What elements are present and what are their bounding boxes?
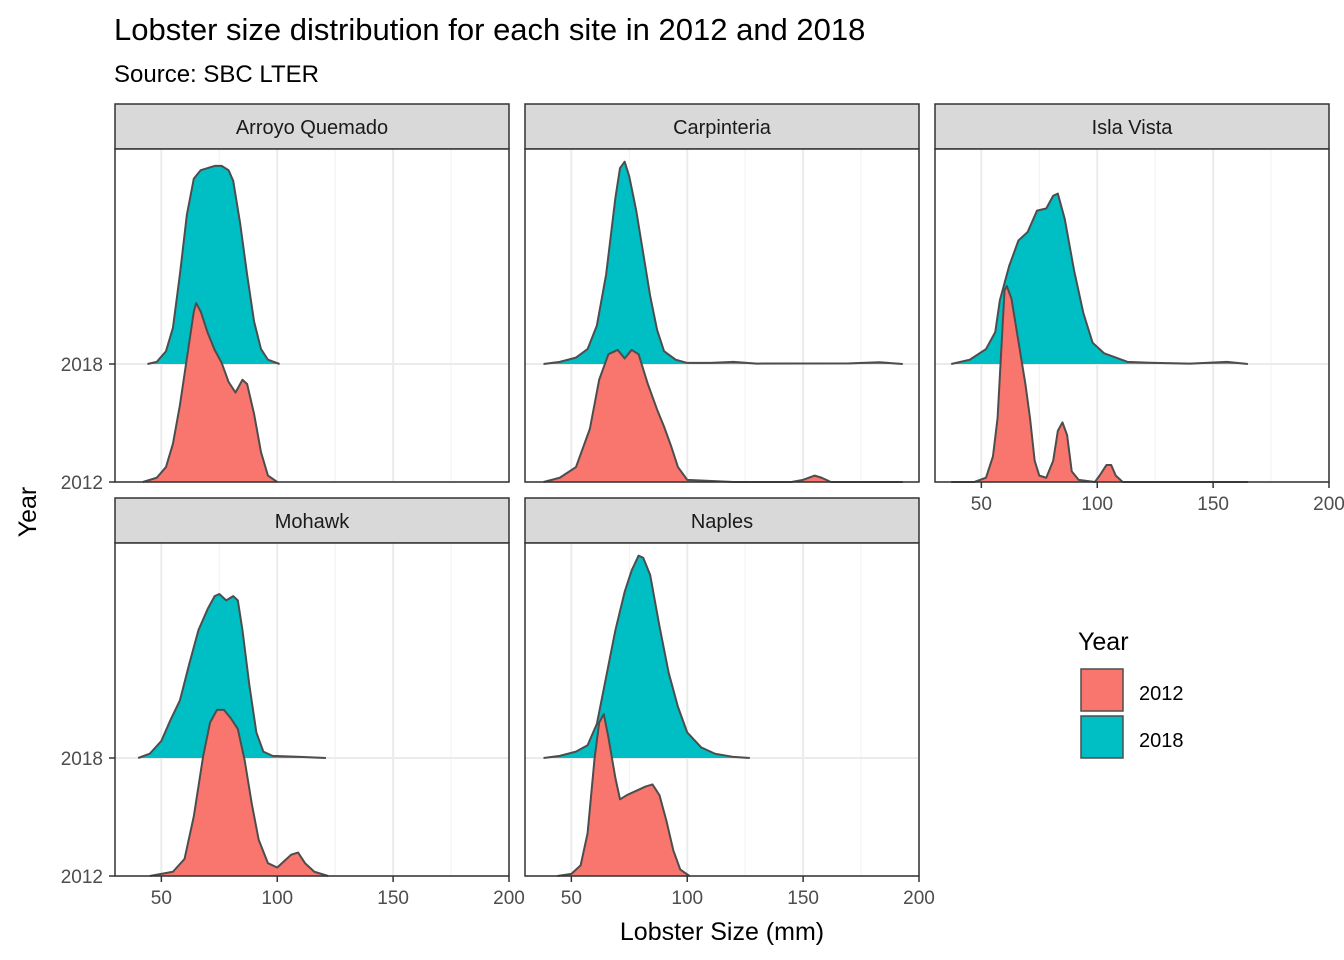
ridge-outline-isla-vista-2012 <box>951 285 1248 483</box>
x-tick-label-100: 100 <box>671 888 703 909</box>
strip-label-isla-vista: Isla Vista <box>1092 117 1174 139</box>
ridge-outline-carpinteria-2018 <box>543 160 903 365</box>
ridge-outline-arroyo-quemado-2012 <box>142 302 278 483</box>
legend-title: Year <box>1078 628 1129 656</box>
chart-subtitle: Source: SBC LTER <box>114 61 319 88</box>
ridge-arroyo-quemado-2018 <box>147 165 280 364</box>
ridge-mohawk-2012 <box>149 709 329 876</box>
panel-mohawk: Mohawk 2012 2018 50 100 150 200 <box>61 497 525 909</box>
strip-naples <box>524 497 920 544</box>
y-tick-label-2018: 2018 <box>61 355 103 376</box>
plot-area-mohawk <box>115 543 509 876</box>
y-tick-label-2012: 2012 <box>61 473 103 494</box>
legend-label-2012: 2012 <box>1139 683 1184 705</box>
panel-isla-vista: Isla Vista 50 100 150 200 <box>934 103 1344 515</box>
legend-key-2018 <box>1080 715 1124 759</box>
panel-border-naples <box>524 542 920 877</box>
ridge-outline-mohawk-2018 <box>137 592 326 759</box>
ridge-outline-isla-vista-2018 <box>951 192 1248 365</box>
y-axis-title: Year <box>14 487 42 538</box>
x-tick-label-100: 100 <box>1081 494 1113 515</box>
strip-label-arroyo-quemado: Arroyo Quemado <box>236 117 388 139</box>
ridge-outline-carpinteria-2012 <box>543 348 903 483</box>
plot-area-isla-vista <box>935 149 1329 482</box>
ridge-carpinteria-2012 <box>543 349 903 482</box>
facet-panels: Arroyo Quemado 2012 2018 Carpinteria Isla Vi… <box>61 103 1344 909</box>
ridge-arroyo-quemado-2012 <box>142 303 278 482</box>
ridge-naples-2018 <box>543 555 750 758</box>
x-tick-label-100: 100 <box>261 888 293 909</box>
ridge-outline-arroyo-quemado-2018 <box>147 164 280 365</box>
x-tick-label-50: 50 <box>971 494 992 515</box>
y-tick-label-2012: 2012 <box>61 867 103 888</box>
ridge-naples-2012 <box>557 714 690 876</box>
legend: Year 2012 2018 <box>1078 628 1184 759</box>
panel-border-mohawk <box>114 542 510 877</box>
x-tick-label-50: 50 <box>561 888 582 909</box>
x-tick-label-150: 150 <box>377 888 409 909</box>
panel-border-isla-vista <box>934 148 1330 483</box>
legend-label-2018: 2018 <box>1139 730 1184 752</box>
x-tick-label-200: 200 <box>903 888 935 909</box>
x-axis-title: Lobster Size (mm) <box>620 918 824 946</box>
legend-key-2012 <box>1080 668 1124 712</box>
y-tick-label-2018: 2018 <box>61 749 103 770</box>
strip-label-carpinteria: Carpinteria <box>673 117 772 139</box>
x-tick-label-50: 50 <box>151 888 172 909</box>
strip-carpinteria <box>524 103 920 150</box>
x-tick-label-200: 200 <box>493 888 525 909</box>
panel-border-carpinteria <box>524 148 920 483</box>
x-tick-label-200: 200 <box>1313 494 1344 515</box>
panel-border-arroyo-quemado <box>114 148 510 483</box>
strip-label-mohawk: Mohawk <box>275 511 350 533</box>
plot-area-carpinteria <box>525 149 919 482</box>
panel-arroyo-quemado: Arroyo Quemado 2012 2018 <box>61 103 510 494</box>
x-tick-label-150: 150 <box>1197 494 1229 515</box>
strip-arroyo-quemado <box>114 103 510 150</box>
strip-label-naples: Naples <box>691 511 753 533</box>
ridge-isla-vista-2018 <box>951 193 1248 364</box>
ridge-isla-vista-2012 <box>951 286 1248 482</box>
ridge-outline-mohawk-2012 <box>149 708 329 877</box>
ridge-outline-naples-2018 <box>543 554 750 759</box>
x-tick-label-150: 150 <box>787 888 819 909</box>
ridge-mohawk-2018 <box>138 593 326 758</box>
ridge-carpinteria-2018 <box>543 161 903 364</box>
chart-title: Lobster size distribution for each site … <box>114 12 865 47</box>
panel-carpinteria: Carpinteria <box>524 103 920 483</box>
panel-naples: Naples 50 100 150 200 <box>524 497 935 909</box>
ridge-outline-naples-2012 <box>557 713 691 877</box>
strip-mohawk <box>114 497 510 544</box>
plot-area-naples <box>525 543 919 876</box>
